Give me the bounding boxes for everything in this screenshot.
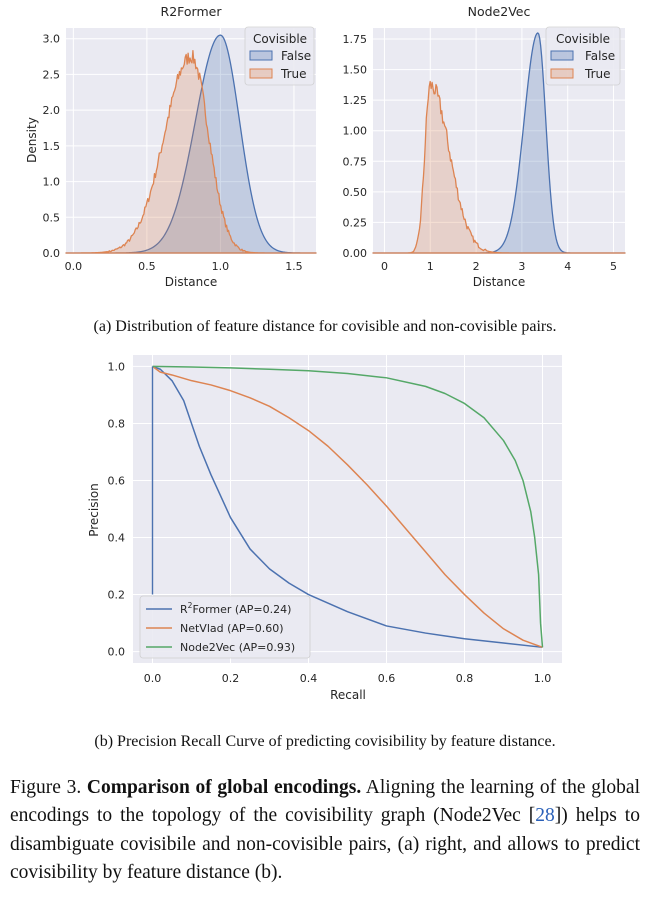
x-tick-label: 0.8: [456, 672, 474, 685]
x-tick-label: 1.0: [534, 672, 552, 685]
legend-label-r2former: R2Former (AP=0.24): [180, 601, 291, 616]
x-tick-label: 0.6: [378, 672, 396, 685]
figure-caption: Figure 3. Comparison of global encodings…: [10, 774, 640, 888]
x-tick-label: 0.0: [65, 260, 83, 273]
y-tick-label: 1.75: [343, 33, 368, 46]
panel-precision-recall: 0.0 0.2 0.4 0.6 0.8 1.0 0.0 0.2 0.4 0.6 0.8 1.0 Re…: [87, 355, 562, 700]
x-axis-label: Distance: [165, 275, 217, 289]
y-tick-label: 2.5: [43, 68, 61, 81]
y-tick-label: 0.5: [43, 211, 61, 224]
x-tick-label: 4: [564, 260, 571, 273]
legend-label-netvlad: NetVlad (AP=0.60): [180, 622, 284, 635]
pr-curve-r2former: [152, 365, 543, 649]
legend: Covisible False True: [244, 26, 315, 86]
y-tick-label: 0.6: [108, 474, 126, 487]
legend-swatch-false: [550, 50, 574, 61]
y-tick-label: 2.0: [43, 104, 61, 117]
x-tick-label: 0.0: [144, 672, 162, 685]
subcaption-a: (a) Distribution of feature distance for…: [94, 318, 557, 335]
density-area-true: [65, 50, 317, 254]
y-tick-label: 0.8: [108, 417, 126, 430]
y-tick-label: 0.25: [343, 216, 368, 229]
y-tick-label: 1.0: [108, 360, 126, 373]
y-tick-label: 1.50: [343, 64, 368, 77]
legend-swatch-false: [249, 50, 273, 61]
y-tick-label: 1.0: [43, 176, 61, 189]
figure-caption-label: Figure 3.: [10, 777, 82, 798]
y-axis-label: Density: [25, 117, 39, 163]
y-tick-label: 0.50: [343, 186, 368, 199]
legend-label-true: True: [280, 67, 307, 81]
legend-swatch-true: [249, 68, 273, 79]
x-tick-label: 3: [518, 260, 525, 273]
pr-curve-node2vec: [152, 365, 544, 648]
x-tick-label: 5: [610, 260, 617, 273]
legend-title: Covisible: [253, 32, 307, 46]
x-tick-label: 1.0: [212, 260, 230, 273]
y-axis-label: Precision: [87, 483, 101, 537]
y-tick-label: 0.4: [108, 532, 126, 545]
chart-title: R2Former: [161, 4, 223, 19]
panel-node2vec: Node2Vec 0 1 2 3 4 5 0.00 0.25 0.50 0.75 1.00 1.25…: [343, 4, 626, 289]
panel-r2former: R2Former 0.0 0.5 1.0 1.5 0.0 0.5 1.0 1.5 2.0 2.5…: [25, 4, 317, 289]
legend-label-node2vec: Node2Vec (AP=0.93): [180, 641, 295, 654]
y-tick-label: 1.25: [343, 94, 368, 107]
legend-title: Covisible: [556, 32, 610, 46]
y-tick-label: 1.5: [43, 140, 61, 153]
x-tick-label: 0.2: [222, 672, 240, 685]
y-tick-label: 0.0: [108, 646, 126, 659]
pr-curve-netvlad: [152, 365, 543, 649]
legend-label-true: True: [584, 67, 611, 81]
figure: R2Former 0.0 0.5 1.0 1.5 0.0 0.5 1.0 1.5 2.0 2.5…: [25, 4, 626, 700]
subcaption-b-area: (b) Precision Recall Curve of predicting…: [94, 733, 555, 750]
x-tick-label: 0: [381, 260, 388, 273]
subcaption-b: (b) Precision Recall Curve of predicting…: [94, 733, 555, 750]
y-tick-label: 0.2: [108, 589, 126, 602]
y-tick-label: 0.00: [343, 247, 368, 260]
y-tick-label: 1.00: [343, 125, 368, 138]
y-tick-label: 0.75: [343, 155, 368, 168]
figure-caption-text-end: ]) helps to disambiguate covisibile and …: [10, 805, 640, 884]
legend-swatch-true: [550, 68, 574, 79]
figure-caption-text: Aligning the learning of the global enco…: [10, 777, 640, 827]
legend: Covisible False True: [545, 26, 621, 86]
legend-label-false: False: [281, 49, 311, 63]
x-tick-label: 1: [427, 260, 434, 273]
x-tick-label: 1.5: [285, 260, 303, 273]
figure-caption-bold: Comparison of global encodings.: [86, 777, 362, 798]
y-tick-label: 3.0: [43, 33, 61, 46]
x-tick-label: 0.5: [138, 260, 156, 273]
x-tick-label: 0.4: [300, 672, 318, 685]
y-tick-label: 0.0: [43, 247, 61, 260]
chart-title: Node2Vec: [468, 4, 531, 19]
x-axis-label: Distance: [473, 275, 525, 289]
x-axis-label: Recall: [330, 688, 366, 700]
legend: R2Former (AP=0.24) NetVlad (AP=0.60) Nod…: [139, 595, 311, 659]
density-area-true: [372, 80, 626, 254]
legend-label-false: False: [585, 49, 615, 63]
citation-link[interactable]: 28: [535, 805, 555, 827]
x-tick-label: 2: [473, 260, 480, 273]
